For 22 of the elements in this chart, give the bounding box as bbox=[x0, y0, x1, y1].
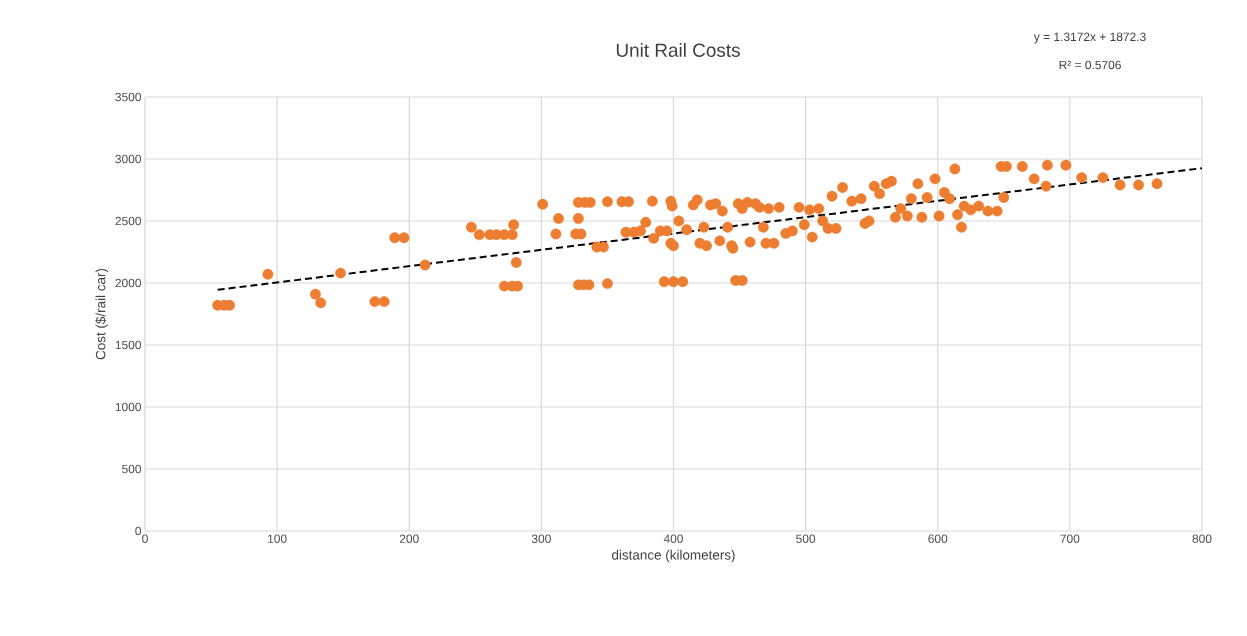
x-tick-label: 200 bbox=[399, 534, 419, 543]
text: y = 1.3172x + 1872.3 bbox=[1033, 32, 1146, 44]
y-tick-label: 2500 bbox=[115, 216, 142, 226]
y-tick-label: 1500 bbox=[115, 340, 142, 350]
y-tick-label: 500 bbox=[122, 464, 142, 474]
y-tick-label: 3500 bbox=[115, 92, 142, 102]
x-tick-label: 100 bbox=[268, 534, 287, 543]
y-tick-label: 3000 bbox=[115, 154, 142, 164]
x-tick-label: 600 bbox=[928, 534, 948, 543]
x-tick-label: 800 bbox=[1192, 534, 1212, 543]
x-tick-label: 700 bbox=[1060, 534, 1080, 543]
y-axis-title: Cost ($/rail car) bbox=[95, 268, 109, 360]
y-tick-label: 0 bbox=[135, 526, 142, 536]
x-tick-label: 400 bbox=[663, 534, 683, 543]
y-tick-label: 2000 bbox=[115, 278, 142, 288]
x-tick-label: 500 bbox=[796, 534, 816, 543]
text: R² = 0.5706 bbox=[1059, 60, 1121, 70]
x-tick-label: 0 bbox=[142, 534, 148, 543]
x-tick-label: 300 bbox=[531, 534, 551, 543]
y-tick-label: 1000 bbox=[115, 402, 142, 412]
chart-title: Unit Rail Costs bbox=[616, 43, 740, 57]
x-axis-title: distance (kilometers) bbox=[612, 549, 735, 563]
